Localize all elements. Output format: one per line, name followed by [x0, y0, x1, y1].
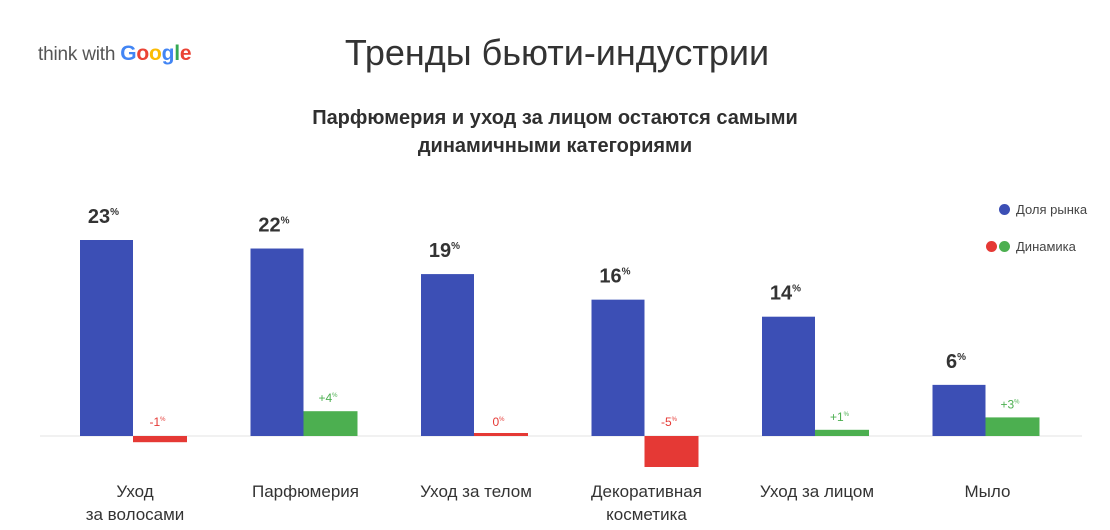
dynamics-value-label: +1%	[830, 410, 850, 424]
legend-label: Доля рынка	[1016, 201, 1088, 217]
dynamics-bar	[133, 436, 187, 443]
share-bar	[591, 299, 645, 436]
google-letter: e	[179, 42, 192, 65]
google-wordmark: Google	[120, 42, 191, 66]
dynamics-bar	[985, 417, 1040, 436]
brand-think-with: think with	[38, 44, 116, 65]
dynamics-bar	[644, 436, 699, 467]
legend-item-dynamics: Динамика	[976, 236, 1087, 256]
legend-label: Динамика	[1016, 238, 1076, 254]
share-bar	[932, 384, 986, 436]
brand-logo: think with Google	[38, 42, 192, 66]
share-value-label: 6%	[946, 351, 966, 373]
category-label: Декоративная	[591, 482, 702, 501]
category-label: Уход за лицом	[760, 482, 874, 501]
dynamics-bar	[815, 429, 869, 436]
share-value-label: 23%	[88, 206, 119, 228]
category-label: Уход	[116, 482, 153, 501]
legend-dot	[986, 240, 997, 252]
dynamics-value-label: 0%	[492, 415, 505, 429]
share-value-label: 16%	[599, 266, 630, 288]
share-bar	[762, 316, 815, 436]
page-title: Тренды бьюти-индустрии	[344, 32, 770, 73]
google-letter: G	[120, 42, 137, 65]
subtitle-line: динамичными категориями	[417, 135, 693, 157]
dynamics-value-label: -5%	[661, 415, 678, 429]
dynamics-bar	[474, 433, 528, 436]
dynamics-value-label: -1%	[149, 415, 166, 429]
share-bar	[250, 248, 304, 436]
google-letter: o	[148, 42, 162, 65]
category-label: Мыло	[965, 482, 1011, 501]
google-letter: g	[161, 42, 175, 65]
category-label: косметика	[606, 505, 687, 524]
share-bar	[80, 240, 133, 436]
legend-dot	[999, 240, 1010, 252]
chart-subtitle: Парфюмерия и уход за лицом остаются самы…	[230, 104, 880, 160]
dynamics-bar	[303, 411, 358, 436]
legend-dot	[999, 203, 1010, 215]
share-bar	[421, 274, 474, 436]
google-letter: l	[174, 42, 180, 65]
category-label: Парфюмерия	[252, 482, 359, 501]
legend-item-share: Доля рынка	[976, 199, 1087, 219]
dynamics-value-label: +3%	[1000, 397, 1020, 411]
share-value-label: 14%	[770, 283, 801, 305]
legend-swatch	[976, 240, 1016, 252]
legend-swatch	[976, 203, 1016, 215]
subtitle-line: Парфюмерия и уход за лицом остаются самы…	[312, 107, 798, 129]
dynamics-value-label: +4%	[318, 391, 338, 405]
google-letter: o	[136, 42, 149, 65]
chart-legend: Доля рынка Динамика	[976, 199, 1087, 273]
share-value-label: 22%	[258, 215, 289, 237]
category-label: Уход за телом	[420, 482, 532, 501]
share-value-label: 19%	[429, 240, 460, 262]
category-label: за волосами	[86, 505, 185, 524]
